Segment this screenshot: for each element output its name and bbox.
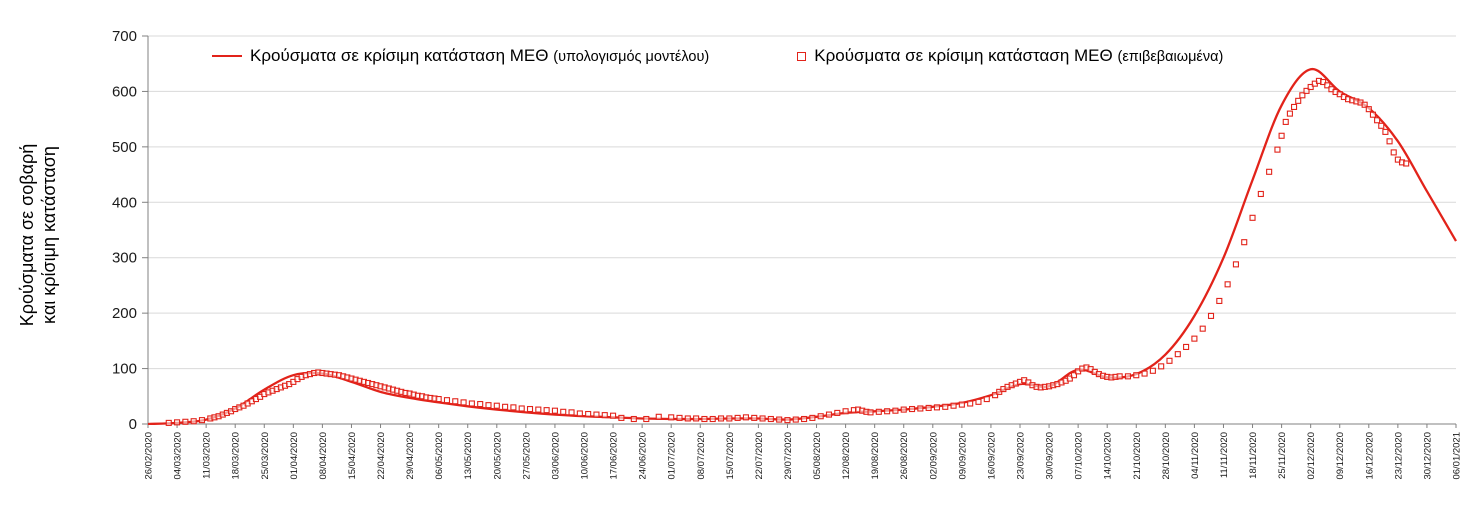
svg-text:01/07/2020: 01/07/2020 bbox=[667, 432, 678, 480]
svg-text:06/05/2020: 06/05/2020 bbox=[434, 432, 445, 480]
svg-text:17/06/2020: 17/06/2020 bbox=[609, 432, 620, 480]
svg-text:600: 600 bbox=[112, 83, 137, 100]
legend-square-marker-icon bbox=[797, 51, 807, 61]
svg-text:08/04/2020: 08/04/2020 bbox=[318, 432, 329, 480]
svg-text:09/12/2020: 09/12/2020 bbox=[1335, 432, 1346, 480]
svg-text:0: 0 bbox=[129, 416, 137, 433]
svg-text:07/10/2020: 07/10/2020 bbox=[1074, 432, 1085, 480]
svg-text:04/11/2020: 04/11/2020 bbox=[1190, 432, 1201, 479]
legend-label-model-paren: (υπολογισμός μοντέλου) bbox=[553, 49, 710, 65]
svg-text:10/06/2020: 10/06/2020 bbox=[580, 432, 591, 480]
svg-text:400: 400 bbox=[112, 194, 137, 211]
svg-text:13/05/2020: 13/05/2020 bbox=[463, 432, 474, 480]
svg-text:200: 200 bbox=[112, 305, 137, 322]
svg-text:12/08/2020: 12/08/2020 bbox=[841, 432, 852, 480]
legend: Κρούσματα σε κρίσιμη κατάσταση ΜΕΘ (υπολ… bbox=[212, 46, 1223, 66]
svg-text:24/06/2020: 24/06/2020 bbox=[638, 432, 649, 480]
svg-text:16/12/2020: 16/12/2020 bbox=[1364, 432, 1375, 480]
svg-text:26/08/2020: 26/08/2020 bbox=[899, 432, 910, 480]
svg-text:100: 100 bbox=[112, 361, 137, 378]
svg-text:03/06/2020: 03/06/2020 bbox=[550, 432, 561, 480]
svg-text:25/03/2020: 25/03/2020 bbox=[260, 432, 271, 480]
svg-text:23/09/2020: 23/09/2020 bbox=[1016, 432, 1027, 480]
svg-text:20/05/2020: 20/05/2020 bbox=[492, 432, 503, 480]
svg-text:19/08/2020: 19/08/2020 bbox=[870, 432, 881, 480]
svg-text:05/08/2020: 05/08/2020 bbox=[812, 432, 823, 480]
svg-text:21/10/2020: 21/10/2020 bbox=[1132, 432, 1143, 480]
legend-label-model: Κρούσματα σε κρίσιμη κατάσταση ΜΕΘ (υπολ… bbox=[250, 46, 709, 66]
confirmed-scatter bbox=[165, 77, 1410, 426]
model-line bbox=[147, 68, 1457, 425]
svg-text:22/04/2020: 22/04/2020 bbox=[376, 432, 387, 480]
svg-text:28/10/2020: 28/10/2020 bbox=[1161, 432, 1172, 480]
legend-label-confirmed-main: Κρούσματα σε κρίσιμη κατάσταση ΜΕΘ bbox=[814, 46, 1113, 65]
y-axis-ticks: 0 100 200 300 400 500 600 700 bbox=[112, 28, 148, 433]
svg-text:30/12/2020: 30/12/2020 bbox=[1422, 432, 1433, 480]
svg-text:27/05/2020: 27/05/2020 bbox=[521, 432, 532, 480]
svg-text:18/11/2020: 18/11/2020 bbox=[1248, 432, 1259, 479]
svg-text:30/09/2020: 30/09/2020 bbox=[1045, 432, 1056, 480]
svg-text:700: 700 bbox=[112, 28, 137, 45]
svg-text:04/03/2020: 04/03/2020 bbox=[173, 432, 184, 480]
svg-text:08/07/2020: 08/07/2020 bbox=[696, 432, 707, 480]
svg-text:02/09/2020: 02/09/2020 bbox=[928, 432, 939, 480]
svg-text:29/04/2020: 29/04/2020 bbox=[405, 432, 416, 480]
legend-label-confirmed: Κρούσματα σε κρίσιμη κατάσταση ΜΕΘ (επιβ… bbox=[814, 46, 1223, 66]
svg-text:15/07/2020: 15/07/2020 bbox=[725, 432, 736, 480]
svg-text:02/12/2020: 02/12/2020 bbox=[1306, 432, 1317, 480]
svg-text:25/11/2020: 25/11/2020 bbox=[1277, 432, 1288, 479]
svg-text:01/04/2020: 01/04/2020 bbox=[289, 432, 300, 480]
axes bbox=[147, 36, 1456, 425]
svg-text:09/09/2020: 09/09/2020 bbox=[957, 432, 968, 480]
svg-text:500: 500 bbox=[112, 139, 137, 156]
svg-text:18/03/2020: 18/03/2020 bbox=[231, 432, 242, 480]
svg-text:06/01/2021: 06/01/2021 bbox=[1452, 432, 1463, 480]
svg-text:23/12/2020: 23/12/2020 bbox=[1393, 432, 1404, 480]
svg-text:22/07/2020: 22/07/2020 bbox=[754, 432, 765, 480]
svg-text:14/10/2020: 14/10/2020 bbox=[1103, 432, 1114, 480]
svg-text:11/03/2020: 11/03/2020 bbox=[202, 432, 213, 479]
svg-text:300: 300 bbox=[112, 250, 137, 267]
gridlines bbox=[148, 35, 1456, 370]
svg-text:11/11/2020: 11/11/2020 bbox=[1219, 432, 1230, 478]
svg-text:29/07/2020: 29/07/2020 bbox=[783, 432, 794, 480]
legend-label-confirmed-paren: (επιβεβαιωμένα) bbox=[1117, 49, 1224, 65]
svg-text:15/04/2020: 15/04/2020 bbox=[347, 432, 358, 480]
legend-label-model-main: Κρούσματα σε κρίσιμη κατάσταση ΜΕΘ bbox=[250, 46, 549, 65]
x-axis-ticks: 26/02/2020 04/03/2020 11/03/2020 18/03/2020… bbox=[144, 424, 1463, 480]
svg-text:26/02/2020: 26/02/2020 bbox=[144, 432, 155, 480]
legend-item-model: Κρούσματα σε κρίσιμη κατάσταση ΜΕΘ (υπολ… bbox=[212, 46, 709, 66]
svg-text:16/09/2020: 16/09/2020 bbox=[986, 432, 997, 480]
legend-line-sample-icon bbox=[212, 55, 242, 57]
legend-item-confirmed: Κρούσματα σε κρίσιμη κατάσταση ΜΕΘ (επιβ… bbox=[797, 46, 1223, 66]
